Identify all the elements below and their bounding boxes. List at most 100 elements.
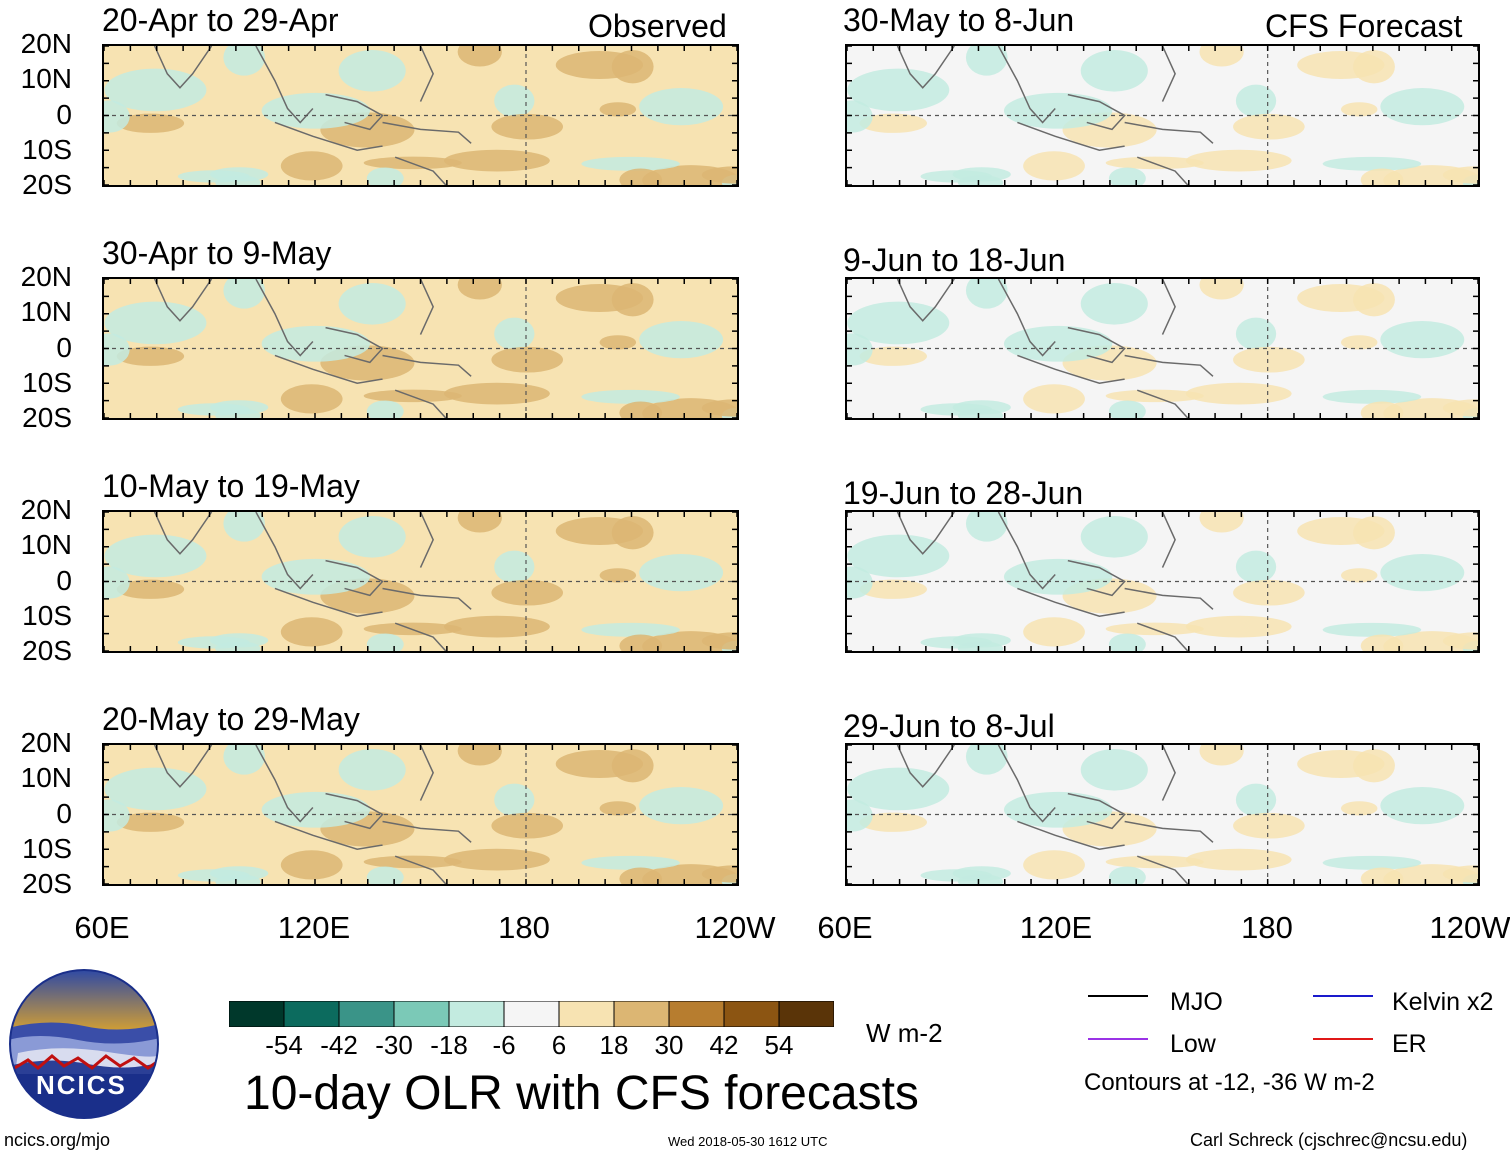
coastline bbox=[896, 279, 955, 322]
olr-texture-patch bbox=[701, 632, 737, 650]
coastline bbox=[394, 389, 447, 418]
lon-tick-60e-forecast: 60E bbox=[817, 910, 873, 945]
olr-texture-patch bbox=[338, 49, 406, 92]
olr-texture-patch bbox=[611, 516, 654, 550]
olr-texture-patch bbox=[859, 812, 927, 832]
olr-texture-patch bbox=[1185, 615, 1292, 638]
olr-texture-patch bbox=[280, 850, 343, 880]
olr-texture-patch bbox=[1003, 558, 1113, 595]
coastline bbox=[382, 587, 472, 610]
olr-texture-patch bbox=[611, 283, 654, 317]
olr-texture-patch bbox=[1340, 335, 1378, 350]
olr-texture-patch bbox=[1380, 787, 1465, 825]
lat-tick-3-2: 10N bbox=[20, 529, 72, 560]
olr-texture-patch bbox=[599, 102, 637, 117]
coastline bbox=[382, 121, 472, 144]
olr-texture-patch bbox=[261, 325, 371, 362]
olr-texture-patch bbox=[1380, 554, 1465, 592]
olr-texture-patch bbox=[1185, 149, 1292, 172]
olr-texture-patch bbox=[611, 749, 654, 783]
forecast-panel-4-title: 29-Jun to 8-Jul bbox=[843, 708, 1055, 744]
coastline bbox=[325, 792, 384, 830]
olr-texture-patch bbox=[444, 615, 550, 638]
colorbar-bin-6 bbox=[503, 1001, 560, 1027]
olr-texture-patch bbox=[1360, 401, 1404, 418]
forecast-label: CFS Forecast bbox=[1265, 8, 1463, 44]
colorbar-label-10: 54 bbox=[764, 1030, 794, 1060]
colorbar-bin-3 bbox=[338, 1001, 395, 1027]
olr-texture-patch bbox=[494, 783, 535, 817]
footer-url[interactable]: ncics.org/mjo bbox=[4, 1130, 111, 1150]
coastline bbox=[1017, 820, 1125, 851]
olr-texture-patch bbox=[581, 389, 680, 404]
contours-note: Contours at -12, -36 W m-2 bbox=[1084, 1069, 1375, 1096]
lat-tick-3-5: 20S bbox=[22, 635, 72, 666]
coastline bbox=[255, 46, 314, 124]
olr-texture-patch bbox=[920, 869, 993, 882]
coastline bbox=[997, 46, 1056, 124]
lat-tick-2-3: 0 bbox=[56, 332, 72, 363]
lat-tick-4-3: 0 bbox=[56, 798, 72, 829]
coastline bbox=[997, 279, 1056, 357]
olr-texture-patch bbox=[494, 84, 535, 118]
olr-texture-patch bbox=[223, 745, 265, 775]
olr-texture-patch bbox=[261, 791, 371, 828]
lon-tick-60e-observed: 60E bbox=[74, 910, 130, 945]
lon-tick-120w-observed: 120W bbox=[694, 910, 776, 945]
olr-texture-patch bbox=[920, 170, 993, 183]
olr-texture-patch bbox=[280, 617, 343, 647]
olr-texture-patch bbox=[1360, 634, 1404, 651]
coastline bbox=[255, 279, 314, 357]
olr-texture-patch bbox=[1322, 389, 1422, 404]
coastline bbox=[1161, 46, 1176, 102]
lat-tick-2-5: 20S bbox=[22, 402, 72, 433]
colorbar-units: W m-2 bbox=[866, 1018, 943, 1048]
coastline bbox=[274, 121, 383, 152]
lon-tick-180-observed: 180 bbox=[498, 910, 550, 945]
colorbar-bin-7 bbox=[558, 1001, 615, 1027]
olr-texture-patch bbox=[619, 168, 663, 185]
footer-timestamp: Wed 2018-05-30 1612 UTC bbox=[668, 1134, 828, 1149]
olr-texture-patch bbox=[494, 550, 535, 584]
coastline bbox=[394, 855, 447, 884]
olr-texture-patch bbox=[847, 799, 873, 832]
colorbar-label-9: 42 bbox=[709, 1030, 739, 1060]
olr-texture-patch bbox=[1340, 568, 1378, 583]
olr-texture-patch bbox=[491, 812, 564, 839]
olr-texture-patch bbox=[619, 401, 663, 418]
olr-texture-patch bbox=[611, 50, 654, 84]
observed-panel-3-title: 10-May to 19-May bbox=[102, 468, 360, 504]
colorbar-bin-1 bbox=[229, 1001, 285, 1027]
colorbar-bin-2 bbox=[283, 1001, 340, 1027]
olr-texture-patch bbox=[1023, 384, 1085, 414]
colorbar-label-3: -30 bbox=[375, 1030, 413, 1060]
lat-tick-4-5: 20S bbox=[22, 868, 72, 899]
olr-texture-patch bbox=[1322, 622, 1422, 637]
colorbar-bin-10 bbox=[723, 1001, 780, 1027]
legend-er-line bbox=[1313, 1038, 1373, 1040]
olr-texture-patch bbox=[491, 346, 564, 373]
coastline bbox=[153, 745, 213, 788]
coastline bbox=[896, 512, 955, 555]
olr-texture-patch bbox=[581, 855, 680, 870]
colorbar-bin-8 bbox=[613, 1001, 670, 1027]
olr-texture-patch bbox=[1353, 50, 1395, 84]
olr-texture-patch bbox=[1233, 579, 1305, 606]
olr-texture-patch bbox=[444, 382, 550, 405]
coastline bbox=[255, 512, 314, 590]
coastline bbox=[1161, 745, 1176, 801]
coastline bbox=[419, 745, 434, 801]
olr-texture-patch bbox=[847, 333, 873, 366]
lat-tick-1-2: 10N bbox=[20, 63, 72, 94]
observed-map-4 bbox=[102, 743, 739, 886]
olr-texture-patch bbox=[639, 321, 724, 359]
observed-map-3 bbox=[102, 510, 739, 653]
olr-texture-patch bbox=[619, 634, 663, 651]
coastline bbox=[382, 354, 472, 377]
forecast-map-2 bbox=[845, 277, 1480, 420]
olr-texture-patch bbox=[1340, 102, 1378, 117]
legend-mjo-line bbox=[1088, 995, 1148, 997]
legend-er-label: ER bbox=[1392, 1030, 1427, 1058]
olr-texture-patch bbox=[177, 869, 250, 882]
observed-map-1 bbox=[102, 44, 739, 187]
